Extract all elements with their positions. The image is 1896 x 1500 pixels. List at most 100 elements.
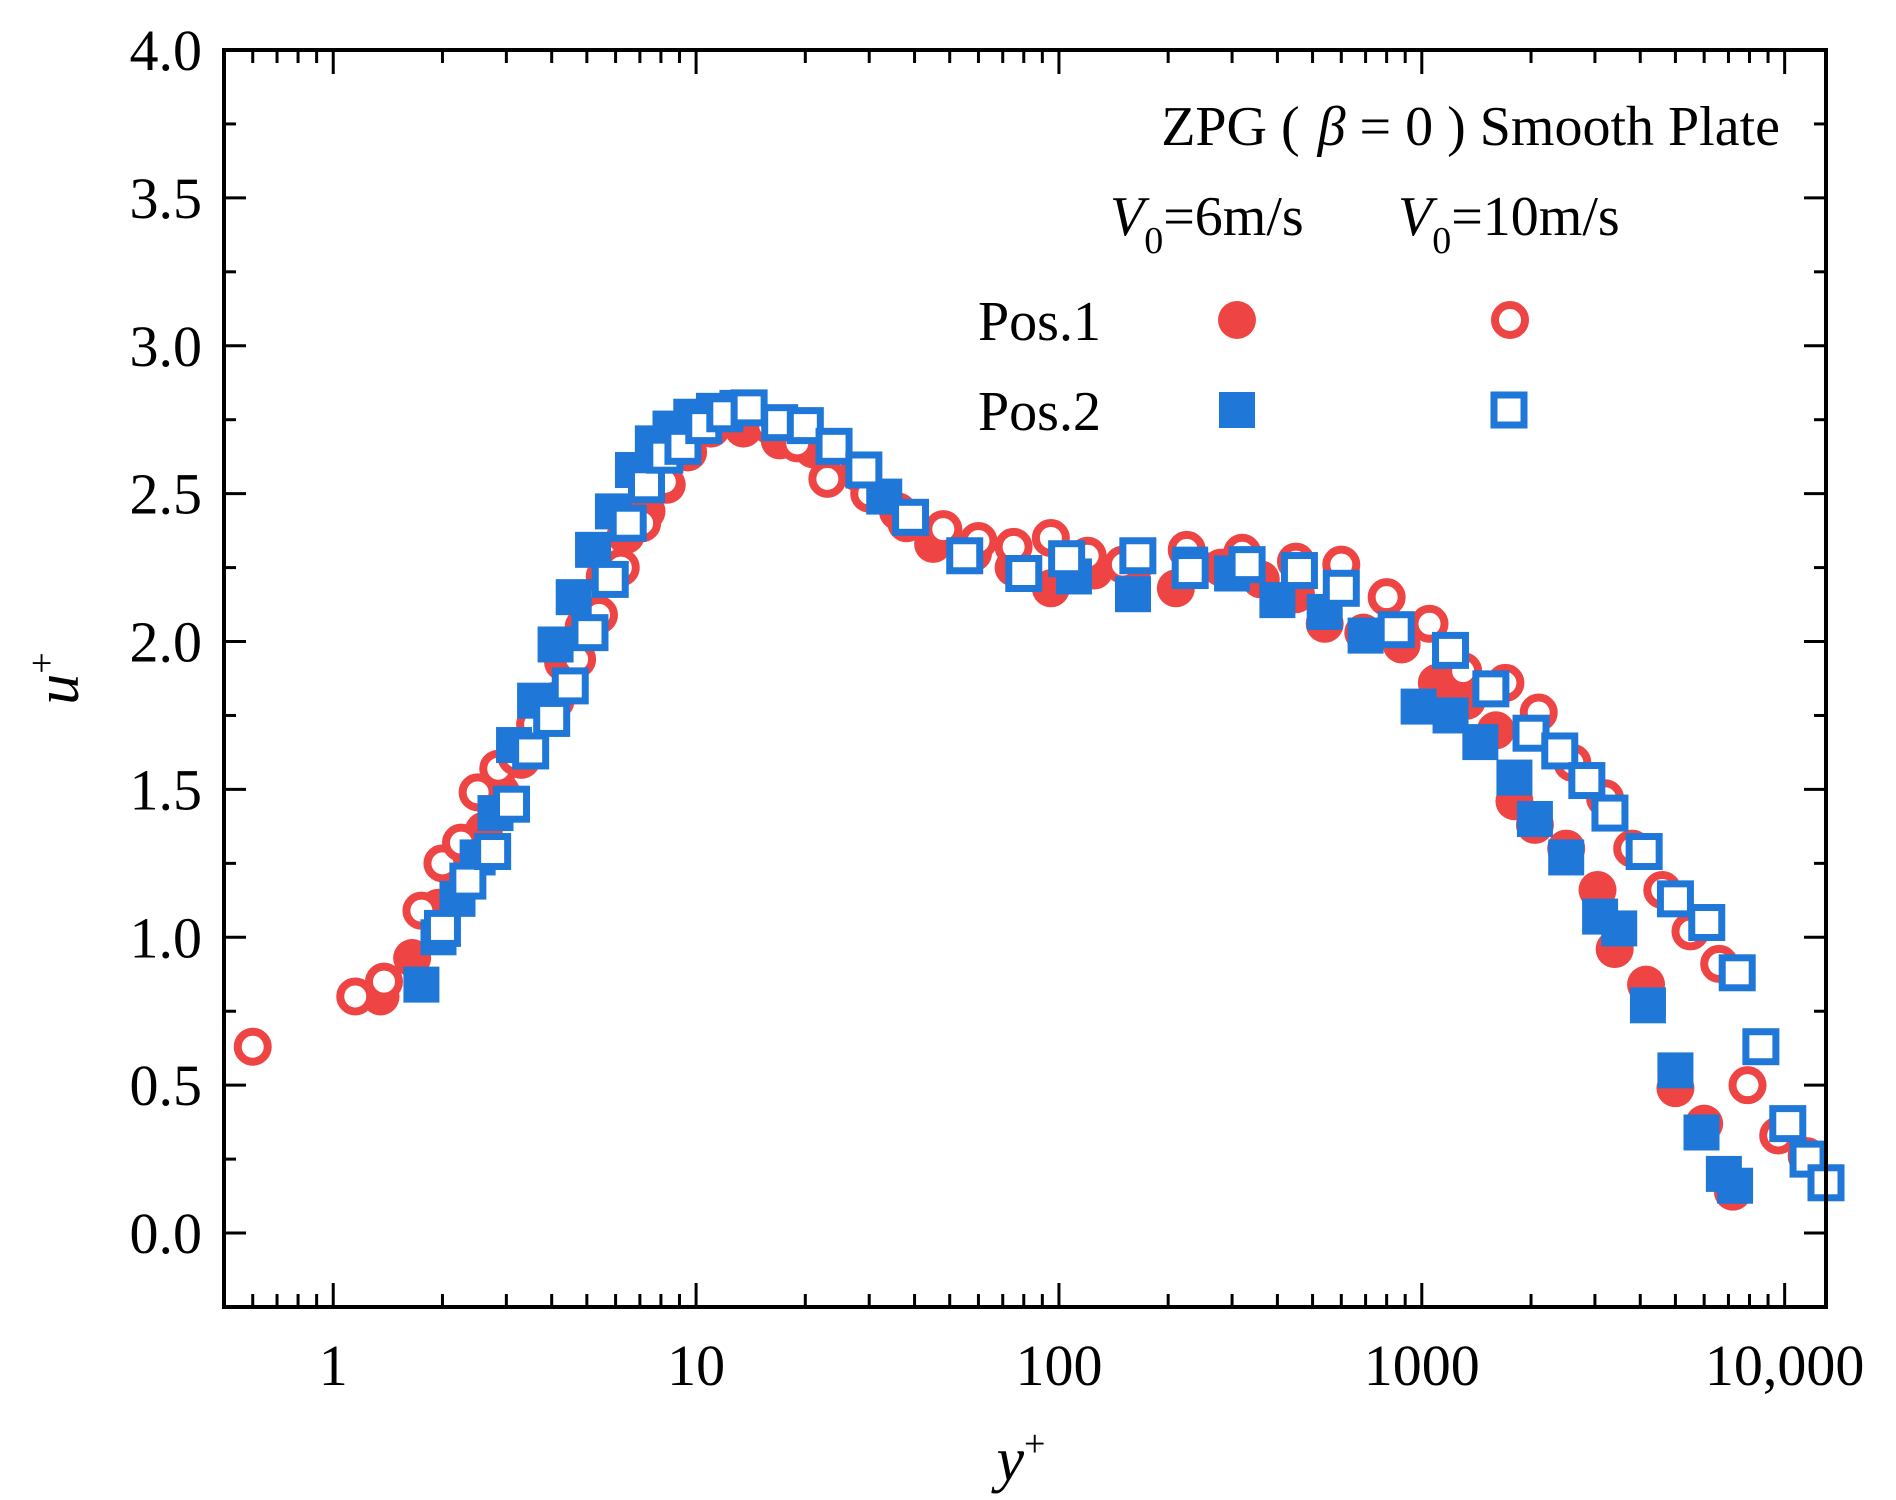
legend-column-header-10ms-sub: 0 (1432, 220, 1451, 262)
y-tick-label: 3.0 (130, 314, 203, 379)
chart-title-beta: β (1317, 96, 1346, 158)
data-point-pos-2-v0-6m-s (555, 579, 592, 616)
data-point-pos-2-v0-6m-s (403, 966, 440, 1003)
data-point-pos-2-v0-10m-s (1280, 552, 1318, 590)
legend-row-pos2: Pos.2 (978, 381, 1101, 443)
data-point-pos-2-v0-10m-s (815, 427, 853, 465)
data-point-pos-2-v0-10m-s (1171, 552, 1209, 590)
data-point-pos-1-v0-10m-s (1367, 578, 1406, 617)
data-point-pos-1-v0-10m-s (808, 459, 847, 498)
y-tick-label: 3.5 (130, 166, 203, 231)
data-point-pos-2-v0-10m-s (1568, 762, 1606, 800)
legend: ZPG (β = 0 ) Smooth Plate V0=6m/s V0=10m/… (978, 96, 1780, 443)
x-tick-label: 100 (1015, 1333, 1102, 1398)
legend-column-header-10ms-rest: =10m/s (1451, 186, 1620, 248)
data-point-pos-2-v0-10m-s (533, 699, 571, 737)
data-point-pos-2-v0-6m-s (1516, 800, 1553, 837)
data-point-pos-2-v0-6m-s (1115, 576, 1152, 613)
y-tick-label: 2.5 (130, 462, 203, 527)
data-point-pos-2-v0-10m-s (474, 833, 512, 871)
legend-marker-pos2-10ms (1490, 391, 1528, 429)
data-point-pos-1-v0-10m-s (364, 962, 403, 1001)
legend-column-header-6ms: V0=6m/s (1110, 186, 1304, 262)
data-point-pos-2-v0-10m-s (1718, 954, 1756, 992)
data-point-pos-2-v0-10m-s (1541, 732, 1579, 770)
y-tick-label: 1.5 (130, 757, 203, 822)
data-point-pos-2-v0-10m-s (1769, 1105, 1807, 1143)
chart-title-suffix: = 0 ) Smooth Plate (1360, 96, 1780, 158)
data-point-pos-2-v0-6m-s (1683, 1114, 1720, 1151)
data-point-pos-2-v0-10m-s (1512, 714, 1550, 752)
data-point-pos-2-v0-6m-s (537, 626, 574, 663)
x-axis-title-superscript: + (1024, 1423, 1045, 1465)
x-axis-title-main: y (991, 1426, 1025, 1494)
data-point-pos-2-v0-10m-s (786, 407, 824, 445)
legend-marker-pos2-6ms (1219, 392, 1255, 428)
data-point-pos-2-v0-10m-s (449, 862, 487, 900)
data-point-pos-2-v0-10m-s (423, 909, 461, 947)
data-point-pos-2-v0-10m-s (1228, 546, 1266, 584)
data-point-pos-2-v0-10m-s (1688, 904, 1726, 942)
data-point-pos-2-v0-10m-s (1048, 540, 1086, 578)
data-point-pos-2-v0-10m-s (493, 785, 531, 823)
data-point-pos-2-v0-10m-s (627, 466, 665, 504)
y-tick-label: 1.0 (130, 905, 203, 970)
data-point-pos-2-v0-10m-s (591, 560, 629, 598)
legend-column-header-6ms-rest: =6m/s (1163, 186, 1304, 248)
data-point-pos-2-v0-10m-s (1432, 631, 1470, 669)
legend-column-header-10ms: V0=10m/s (1398, 186, 1620, 262)
data-point-pos-2-v0-6m-s (1657, 1052, 1694, 1089)
x-tick-label: 1000 (1364, 1333, 1480, 1398)
y-axis-title-superscript: + (21, 652, 63, 673)
legend-marker-pos1-10ms (1491, 301, 1529, 339)
x-tick-label: 1 (319, 1333, 348, 1398)
data-point-pos-2-v0-6m-s (1462, 724, 1499, 761)
data-point-pos-1-v0-10m-s (233, 1027, 272, 1066)
data-point-pos-2-v0-10m-s (1119, 537, 1157, 575)
data-point-pos-2-v0-10m-s (1591, 794, 1629, 832)
chart-title-prefix: ZPG ( (1161, 96, 1299, 158)
y-tick-label: 0.0 (130, 1201, 203, 1266)
data-point-pos-2-v0-6m-s (1496, 759, 1533, 796)
legend-row-pos1: Pos.1 (978, 291, 1101, 353)
data-point-pos-2-v0-10m-s (946, 537, 984, 575)
data-point-pos-2-v0-10m-s (1472, 670, 1510, 708)
y-axis-title: u+ (21, 652, 92, 704)
data-point-pos-2-v0-6m-s (1629, 987, 1666, 1024)
y-axis-title-main: u (24, 674, 92, 705)
data-point-pos-2-v0-10m-s (730, 389, 768, 427)
data-point-pos-2-v0-10m-s (845, 451, 883, 489)
data-point-pos-2-v0-10m-s (571, 614, 609, 652)
legend-column-header-10ms-v: V (1398, 186, 1438, 248)
x-axis-title: y+ (991, 1423, 1046, 1494)
data-point-pos-1-v0-10m-s (336, 977, 375, 1016)
data-point-pos-2-v0-10m-s (1377, 611, 1415, 649)
y-tick-label: 0.5 (130, 1053, 203, 1118)
x-tick-label: 10,000 (1705, 1333, 1865, 1398)
data-point-pos-2-v0-10m-s (1625, 833, 1663, 871)
data-point-pos-2-v0-6m-s (1548, 839, 1585, 876)
data-point-pos-2-v0-10m-s (892, 498, 930, 536)
chart-title: ZPG ( β = 0 ) Smooth Plate (1161, 96, 1780, 158)
tick-labels: 0.0 0.5 1.0 1.5 2.0 2.5 3.0 3.5 4.0 1 10 100 1000 10,… (130, 18, 1865, 1398)
y-tick-label: 2.0 (130, 610, 203, 675)
data-point-pos-2-v0-10m-s (609, 504, 647, 542)
x-tick-label: 10 (667, 1333, 725, 1398)
data-point-pos-2-v0-10m-s (1322, 569, 1360, 607)
legend-column-header-6ms-sub: 0 (1144, 220, 1163, 262)
plot-area-frame (222, 48, 1828, 1309)
data-point-pos-2-v0-6m-s (1717, 1167, 1754, 1204)
data-point-pos-2-v0-6m-s (1601, 910, 1638, 947)
y-tick-label: 4.0 (130, 18, 203, 83)
data-point-pos-2-v0-10m-s (664, 427, 702, 465)
data-point-pos-2-v0-10m-s (1742, 1028, 1780, 1066)
data-point-pos-2-v0-6m-s (1347, 617, 1384, 654)
data-point-pos-1-v0-10m-s (1728, 1066, 1767, 1105)
data-point-pos-2-v0-10m-s (1005, 555, 1043, 593)
data-point-pos-2-v0-10m-s (551, 667, 589, 705)
legend-marker-pos1-6ms (1218, 301, 1256, 339)
data-points (233, 389, 1845, 1211)
data-point-pos-2-v0-10m-s (512, 732, 550, 770)
legend-column-header-6ms-v: V (1110, 186, 1150, 248)
